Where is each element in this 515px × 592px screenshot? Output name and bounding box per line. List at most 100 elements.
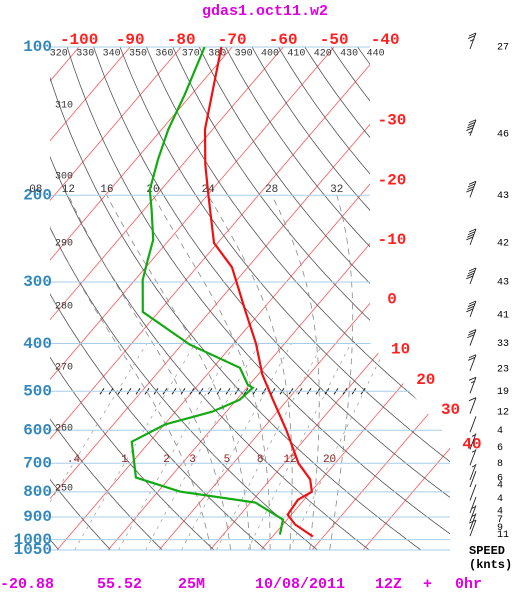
theta-label: 440	[367, 49, 385, 60]
x-tick-label: -50	[320, 31, 349, 49]
moist-label: 28	[265, 184, 278, 196]
theta-label: 370	[182, 49, 200, 60]
y-tick-label: 400	[23, 335, 52, 353]
dry-adiabat	[198, 47, 450, 550]
wind-speed-label: 12	[497, 407, 509, 418]
dry-adiabat	[146, 47, 450, 550]
moist-label: 20	[146, 184, 159, 196]
theta-label: 340	[103, 49, 121, 60]
isotherm	[50, 47, 284, 550]
isotherm	[50, 47, 80, 550]
mixing-ratio-line	[247, 343, 352, 550]
isotherm	[50, 47, 386, 550]
y-tick-label: 300	[23, 273, 52, 291]
wind-barb	[467, 354, 477, 371]
dry-adiabat	[304, 47, 450, 550]
y-tick-label: 500	[23, 383, 52, 401]
x-tick-label: 0	[387, 291, 397, 309]
footer-hour: 12Z	[375, 576, 402, 592]
wind-barb	[469, 484, 477, 501]
moist-adiabat	[207, 195, 293, 550]
isotherm	[260, 47, 450, 550]
dry-adiabat	[330, 47, 450, 550]
moist-label: 16	[100, 184, 113, 196]
x-tick-label: 20	[416, 371, 435, 389]
wind-barb	[466, 228, 477, 246]
wind-barb	[469, 416, 477, 433]
isotherm	[50, 47, 437, 550]
wind-barb	[469, 505, 477, 522]
y-tick-label: 200	[23, 186, 52, 204]
wind-speed-label: 4	[497, 507, 503, 518]
dry-adiabat	[50, 47, 111, 550]
x-tick-label: -70	[218, 31, 247, 49]
y-tick-label: 600	[23, 422, 52, 440]
y-tick-label: 700	[23, 454, 52, 472]
wind-speed-label: 46	[497, 129, 509, 140]
wind-speed-label: 9	[497, 523, 503, 534]
speed-unit: (knts)	[469, 558, 512, 572]
footer-lon: 55.52	[97, 576, 142, 592]
dry-adiabat	[119, 47, 450, 550]
wind-speed-label: 43	[497, 191, 509, 202]
mixing-ratio-line	[181, 343, 292, 550]
dry-adiabat	[50, 47, 267, 550]
theta-label: 270	[55, 363, 73, 374]
y-tick-label: 1000	[14, 531, 52, 549]
wind-barb	[466, 300, 477, 318]
wind-speed-label: 42	[497, 239, 509, 250]
x-tick-label: 30	[441, 401, 460, 419]
wind-barb	[469, 433, 477, 450]
footer-plus: +	[423, 576, 432, 592]
temperature-line	[203, 46, 314, 538]
moist-adiabat	[50, 195, 212, 550]
wind-barb	[469, 496, 477, 514]
dry-adiabat	[172, 47, 450, 550]
dry-adiabat	[93, 47, 450, 550]
theta-label: 350	[129, 49, 147, 60]
mixing-ratio-line	[118, 343, 236, 550]
wind-barb	[468, 376, 477, 394]
moist-label: 12	[62, 184, 75, 196]
x-tick-label: -10	[378, 231, 407, 249]
moist-adiabat	[106, 195, 251, 550]
moist-label: 08	[29, 184, 42, 196]
moist-adiabat	[152, 195, 271, 550]
mixing-ratio-label: .4	[67, 454, 81, 466]
x-tick-label: -30	[378, 112, 407, 130]
theta-label: 380	[208, 49, 226, 60]
wind-speed-label: 8	[497, 459, 503, 470]
mixing-ratio-label: 2	[163, 454, 170, 466]
theta-label: 320	[50, 49, 68, 60]
wind-barb	[467, 329, 477, 346]
moist-adiabat	[68, 195, 232, 550]
dewpoint-line	[130, 46, 285, 535]
wind-barb	[466, 267, 477, 285]
moist-adiabat	[329, 195, 354, 550]
isotherm	[50, 47, 335, 550]
theta-label: 260	[55, 424, 73, 435]
wind-barb	[466, 180, 477, 198]
wind-speed-label: 4	[497, 481, 503, 492]
theta-label: 410	[287, 49, 305, 60]
footer-lat: -20.88	[0, 576, 54, 592]
footer-forecast: 0hr	[455, 576, 482, 592]
moist-adiabat	[271, 195, 320, 550]
mixing-ratio-line	[74, 343, 196, 550]
y-tick-label: 100	[23, 38, 52, 56]
isotherm	[56, 47, 450, 550]
plot-background	[50, 47, 450, 550]
x-tick-label: -90	[116, 31, 145, 49]
wind-barb	[469, 470, 477, 488]
mixing-ratio-label: 20	[323, 454, 336, 466]
theta-label: 300	[55, 172, 73, 183]
wind-barb	[469, 449, 477, 466]
theta-label: 280	[55, 302, 73, 313]
isotherm	[50, 47, 233, 550]
mixing-ratio-label: 3	[189, 454, 196, 466]
y-tick-label: 900	[23, 508, 52, 526]
wind-speed-label: 27	[497, 43, 509, 54]
theta-label: 290	[55, 239, 73, 250]
isotherm	[362, 47, 450, 550]
